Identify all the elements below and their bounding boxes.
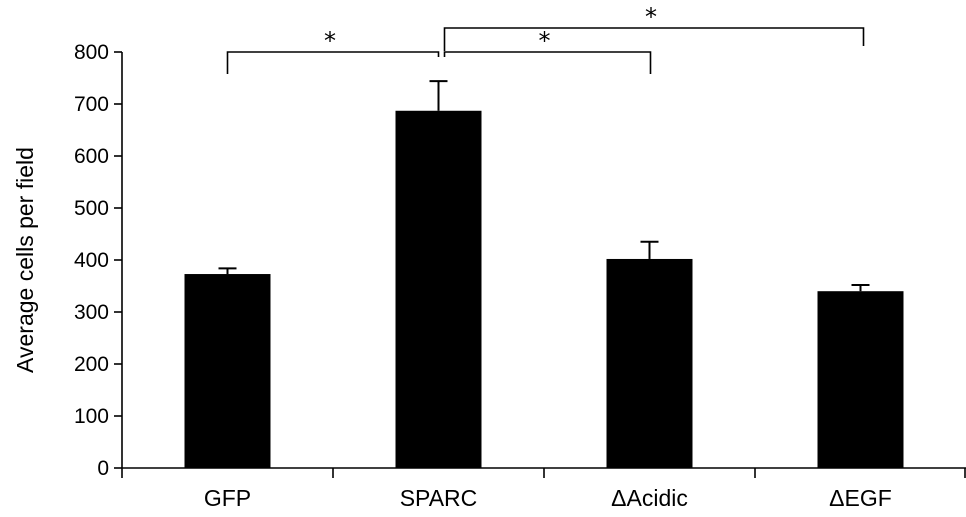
- y-tick-label: 0: [97, 457, 109, 480]
- plot-area: 0 100 200 300 400 500 600 700 800 GFP SPARC ΔAcidic…: [74, 3, 966, 511]
- significance-bracket: [443, 27, 865, 51]
- significance-star: *: [539, 27, 551, 55]
- y-tick-label: 600: [74, 145, 109, 168]
- significance-star: *: [645, 3, 657, 31]
- x-category-label: ΔAcidic: [611, 485, 688, 511]
- significance-bracket: [226, 51, 440, 74]
- y-tick-label: 200: [74, 353, 109, 376]
- y-tick-label: 500: [74, 197, 109, 220]
- significance-bracket: [443, 51, 652, 74]
- x-category-label: ΔEGF: [829, 485, 892, 511]
- y-tick-label: 100: [74, 405, 109, 428]
- y-tick-label: 400: [74, 249, 109, 272]
- x-category-label: GFP: [204, 485, 251, 511]
- x-category-label: SPARC: [400, 485, 478, 511]
- bar-2: [395, 110, 482, 468]
- y-tick-label: 700: [74, 93, 109, 116]
- bar-1: [184, 274, 271, 468]
- y-tick-label: 800: [74, 41, 109, 64]
- bar-3: [606, 258, 693, 468]
- y-axis-title: Average cells per field: [12, 147, 38, 373]
- y-tick-label: 300: [74, 301, 109, 324]
- significance-star: *: [324, 27, 336, 55]
- bar-4: [817, 291, 904, 468]
